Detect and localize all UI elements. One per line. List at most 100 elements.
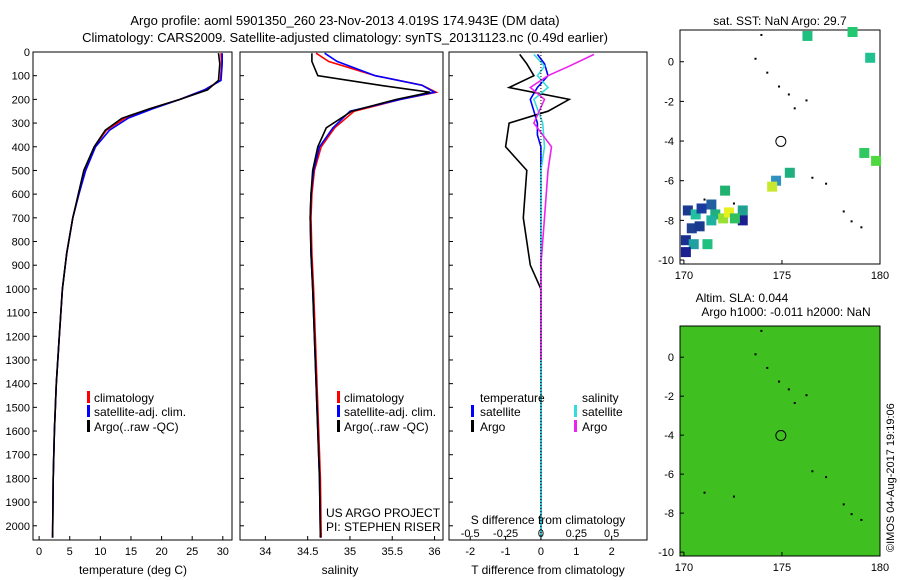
sst-cell bbox=[729, 213, 740, 224]
x-tick-label: 35 bbox=[344, 546, 356, 558]
depth-tick-label: 1900 bbox=[6, 497, 30, 509]
depth-tick-label: 1800 bbox=[6, 473, 30, 485]
s-diff-tick-label: -0.5 bbox=[461, 528, 480, 540]
difference-legend: temperature satellite Argo salinity sate… bbox=[471, 391, 623, 434]
legend-swatch-satellite bbox=[337, 405, 340, 417]
x-tick-label: 2 bbox=[609, 546, 615, 558]
s-difference-label: S difference from climatology bbox=[471, 513, 626, 527]
island-dot bbox=[732, 495, 735, 498]
island-dot bbox=[842, 210, 845, 213]
x-tick-label: 20 bbox=[155, 546, 167, 558]
sst-cell bbox=[784, 167, 795, 178]
sst-map-title: sat. SST: NaN Argo: 29.7 bbox=[713, 14, 847, 28]
island-dot bbox=[805, 394, 808, 397]
island-dot bbox=[760, 33, 763, 36]
island-dot bbox=[805, 99, 808, 102]
island-dot bbox=[703, 491, 706, 494]
s-diff-tick-label: 0 bbox=[538, 528, 544, 540]
sst-cell bbox=[694, 221, 705, 232]
argo-position-marker bbox=[775, 135, 787, 147]
lat-tick-label: -6 bbox=[664, 176, 674, 188]
sst-cell bbox=[680, 247, 691, 258]
legend-swatch-s-argo bbox=[574, 420, 577, 432]
legend-label-s-satellite: satellite bbox=[582, 405, 623, 419]
temperature-plot: 0100200300400500600700800900100011001200… bbox=[6, 47, 229, 558]
x-tick-label: 25 bbox=[186, 546, 198, 558]
island-dot bbox=[754, 57, 757, 60]
island-dot bbox=[825, 182, 828, 185]
x-tick-label: 15 bbox=[125, 546, 137, 558]
title-line-1: Argo profile: aoml 5901350_260 23-Nov-20… bbox=[130, 13, 559, 28]
sst-cell bbox=[737, 215, 748, 226]
lat-tick-label: 0 bbox=[668, 352, 674, 364]
sst-cell bbox=[859, 147, 870, 158]
series-line-satellite-adj-clim- bbox=[51, 53, 223, 538]
sst-cell bbox=[686, 223, 697, 234]
series-line-argo-raw-qc- bbox=[309, 53, 431, 538]
legend-title-salinity: salinity bbox=[582, 391, 619, 405]
sla-map-frame bbox=[679, 325, 881, 557]
island-dot bbox=[842, 503, 845, 506]
x-tick-label: 5 bbox=[67, 546, 73, 558]
salinity-legend: climatology satellite-adj. clim. Argo(..… bbox=[337, 391, 436, 434]
lon-tick-label: 175 bbox=[773, 270, 791, 282]
lat-tick-label: -6 bbox=[664, 469, 674, 481]
sst-cell bbox=[696, 203, 707, 214]
lat-tick-label: -2 bbox=[664, 96, 674, 108]
sst-cell bbox=[690, 209, 701, 220]
island-dot bbox=[850, 220, 853, 223]
sst-cell bbox=[710, 209, 721, 220]
t-difference-label: T difference from climatology bbox=[471, 563, 625, 577]
legend-label-climatology: climatology bbox=[94, 391, 154, 405]
legend-swatch-satellite bbox=[87, 405, 90, 417]
lon-tick-label: 175 bbox=[773, 562, 791, 574]
lat-tick-label: -8 bbox=[664, 215, 674, 227]
sst-cell bbox=[702, 239, 713, 250]
island-dot bbox=[825, 476, 828, 479]
island-dot bbox=[860, 226, 863, 229]
x-tick-label: 10 bbox=[94, 546, 106, 558]
legend-label-t-argo: Argo bbox=[480, 420, 506, 434]
salinity-xlabel: salinity bbox=[322, 563, 359, 577]
x-tick-label: 36 bbox=[428, 546, 440, 558]
sst-cell bbox=[871, 155, 882, 166]
lat-tick-label: -4 bbox=[664, 136, 674, 148]
sst-cell bbox=[680, 235, 691, 246]
temperature-panel-frame bbox=[32, 51, 233, 541]
sst-cell bbox=[706, 199, 717, 210]
island-dot bbox=[703, 198, 706, 201]
x-tick-label: -1 bbox=[501, 546, 511, 558]
sst-cell bbox=[802, 30, 813, 41]
difference-plot: -2 -1 0 1 2 -0.5 -0.25 0 0.25 0.5 bbox=[449, 51, 619, 558]
lon-tick-label: 170 bbox=[675, 562, 693, 574]
x-tick-label: 0 bbox=[538, 546, 544, 558]
island-dot bbox=[754, 353, 757, 356]
sst-cell bbox=[767, 181, 778, 192]
legend-label-argo: Argo(..raw -QC) bbox=[344, 420, 429, 434]
sst-cell bbox=[718, 213, 729, 224]
island-dot bbox=[860, 518, 863, 521]
island-dot bbox=[850, 513, 853, 516]
sst-cell bbox=[737, 205, 748, 216]
island-dot bbox=[778, 380, 781, 383]
s-diff-tick-label: -0.25 bbox=[493, 528, 518, 540]
island-dot bbox=[787, 388, 790, 391]
lon-tick-label: 170 bbox=[675, 270, 693, 282]
sst-cell bbox=[720, 185, 731, 196]
sst-cell bbox=[771, 175, 782, 186]
depth-tick-label: 300 bbox=[12, 118, 30, 130]
island-dot bbox=[766, 71, 769, 74]
temperature-legend: climatology satellite-adj. clim. Argo(..… bbox=[87, 391, 186, 434]
sst-cell bbox=[724, 207, 735, 218]
sst-cell bbox=[682, 205, 693, 216]
legend-swatch-argo bbox=[337, 420, 340, 432]
sla-map-background bbox=[680, 326, 880, 556]
legend-swatch-t-argo bbox=[471, 420, 474, 432]
series-line-t-argo bbox=[504, 53, 572, 538]
difference-panel-frame bbox=[448, 51, 648, 541]
lon-tick-label: 180 bbox=[871, 270, 889, 282]
depth-tick-label: 1000 bbox=[6, 284, 30, 296]
lat-tick-label: -10 bbox=[658, 255, 674, 267]
series-line-argo-raw-qc- bbox=[51, 53, 221, 538]
